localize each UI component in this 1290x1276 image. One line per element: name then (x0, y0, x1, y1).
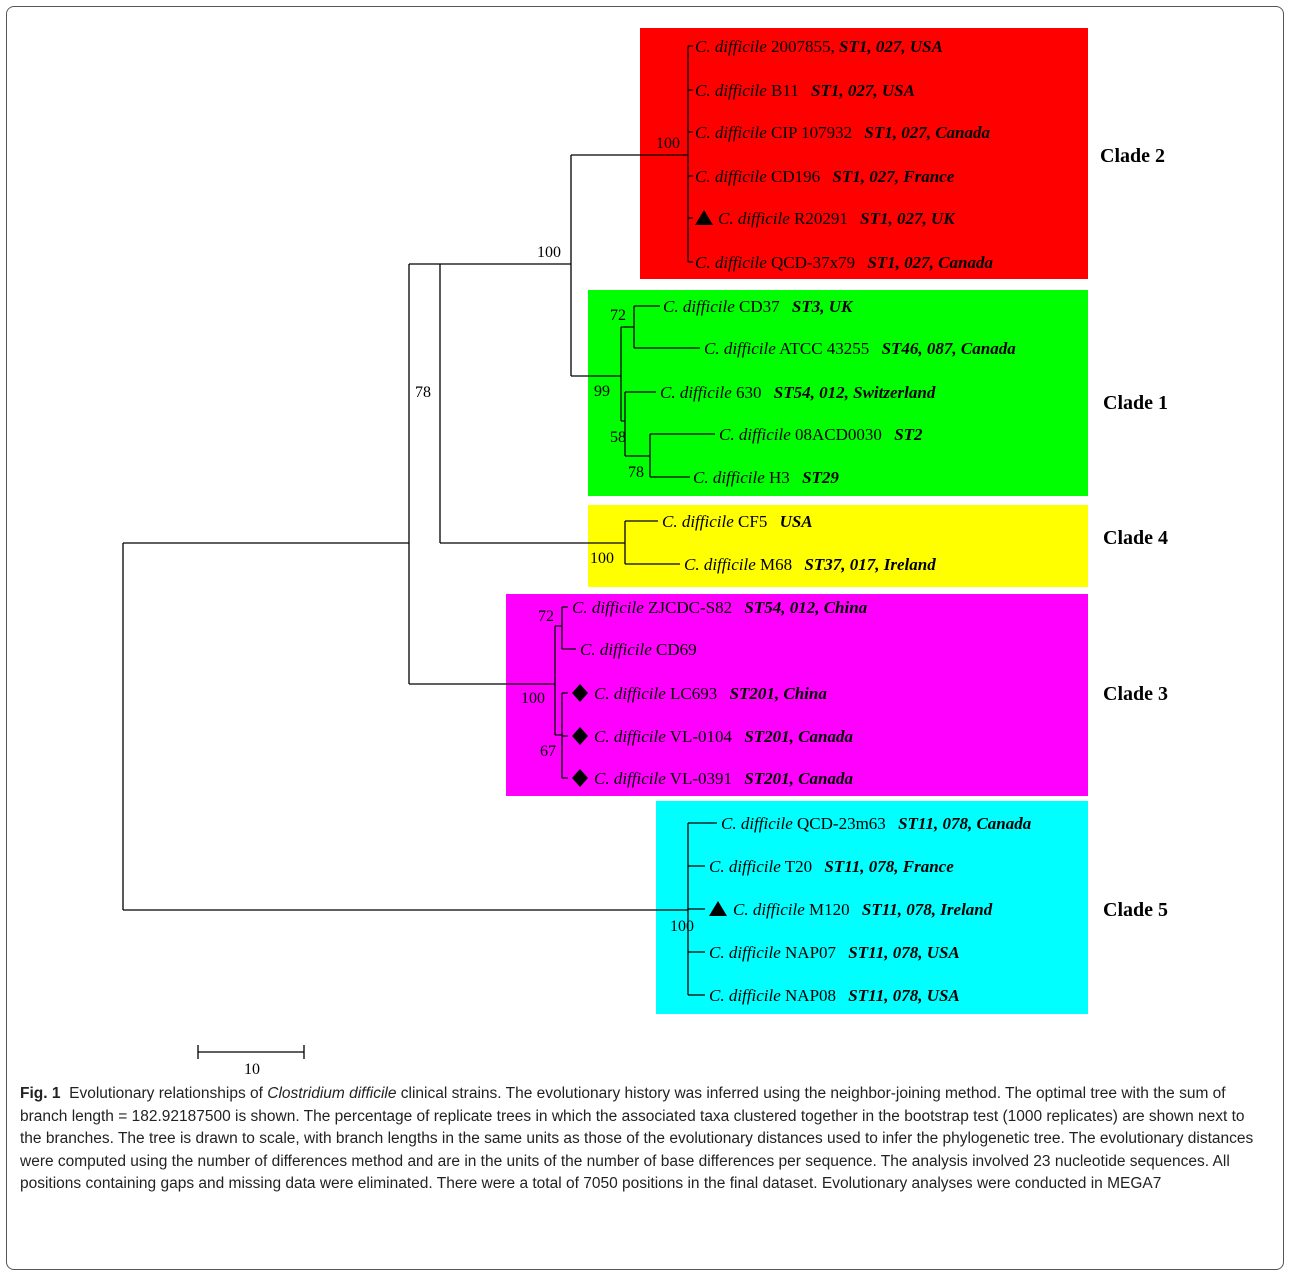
tip-label: C. difficile VL-0391 ST201, Canada (594, 769, 853, 788)
clade-label: Clade 4 (1103, 527, 1168, 549)
branch-node-78 (408, 263, 555, 685)
branch-clade3 (554, 606, 576, 779)
clade-label: Clade 5 (1103, 899, 1168, 921)
triangle-marker-icon (709, 901, 727, 916)
bootstrap-value: 100 (590, 550, 614, 567)
tip-label: C. difficile CF5 USA (662, 512, 813, 531)
caption-species: Clostridium difficile (267, 1085, 397, 1102)
caption-text: Evolutionary relationships of (69, 1085, 263, 1102)
diamond-marker-icon (572, 684, 588, 702)
root-branch (122, 542, 688, 911)
bootstrap-value: 67 (540, 743, 556, 760)
tip-label: C. difficile QCD-23m63 ST11, 078, Canada (721, 814, 1032, 833)
clade5-box (656, 801, 1088, 1014)
bootstrap-value: 100 (521, 690, 545, 707)
scale-bar: 10 (197, 1045, 305, 1078)
branch-clade4 (624, 520, 680, 565)
branch-clade2-clade1 (570, 154, 688, 377)
clade-labels: Clade 2 Clade 1 Clade 4 Clade 3 Clade 5 (1100, 145, 1168, 921)
branch-clade1 (620, 305, 715, 478)
branch-clade2 (687, 45, 693, 263)
bootstrap-value: 99 (594, 383, 610, 400)
tip-label: C. difficile M120 ST11, 078, Ireland (733, 900, 993, 919)
bootstrap-value: 100 (537, 244, 561, 261)
branch-node-100-top (439, 263, 625, 544)
tip-label: C. difficile NAP08 ST11, 078, USA (709, 986, 960, 1005)
tip-label: C. difficile R20291 ST1, 027, UK (718, 209, 956, 228)
bootstrap-value: 58 (610, 429, 626, 446)
tip-label: C. difficile ATCC 43255 ST46, 087, Canad… (704, 339, 1016, 358)
branch-clade5 (687, 822, 717, 996)
tip-label: C. difficile LC693 ST201, China (594, 684, 827, 703)
tip-label: C. difficile 2007855, ST1, 027, USA (695, 37, 943, 56)
clade3-box (506, 594, 1088, 796)
bootstrap-value: 78 (628, 464, 644, 481)
figure-caption: Fig. 1 Evolutionary relationships of Clo… (20, 1083, 1255, 1196)
clade-label: Clade 3 (1103, 683, 1168, 705)
tip-label: C. difficile NAP07 ST11, 078, USA (709, 943, 960, 962)
bootstrap-value: 78 (415, 384, 431, 401)
tip-label: C. difficile QCD-37x79 ST1, 027, Canada (695, 253, 993, 272)
diamond-marker-icon (572, 727, 588, 745)
diamond-marker-icon (572, 769, 588, 787)
clade1-box (588, 290, 1088, 496)
scale-bar-label: 10 (244, 1061, 260, 1078)
clade2-box (640, 28, 1088, 279)
tip-label: C. difficile CD69 (580, 640, 697, 659)
tip-label: C. difficile ZJCDC-S82 ST54, 012, China (572, 598, 868, 617)
tip-label: C. difficile M68 ST37, 017, Ireland (684, 555, 936, 574)
clade-label: Clade 1 (1103, 392, 1168, 414)
triangle-marker-icon (695, 210, 713, 225)
tip-label: C. difficile CIP 107932 ST1, 027, Canada (695, 123, 990, 142)
clade4-box (588, 505, 1088, 587)
caption-text: clinical strains. The evolutionary histo… (20, 1085, 1254, 1192)
figure-label: Fig. 1 (20, 1085, 61, 1102)
tip-label: C. difficile CD196 ST1, 027, France (695, 167, 955, 186)
tip-label: C. difficile T20 ST11, 078, France (709, 857, 954, 876)
clade-boxes (506, 28, 1088, 1014)
clade-label: Clade 2 (1100, 145, 1165, 167)
bootstrap-value: 72 (610, 307, 626, 324)
tip-label: C. difficile 08ACD0030 ST2 (719, 425, 923, 444)
bootstrap-value: 100 (656, 135, 680, 152)
phylogenetic-tree: C. difficile 2007855, ST1, 027, USA C. d… (122, 28, 1168, 1078)
markers (572, 210, 727, 916)
tip-label: C. difficile B11 ST1, 027, USA (695, 81, 915, 100)
tip-label: C. difficile 630 ST54, 012, Switzerland (660, 383, 936, 402)
tip-label: C. difficile VL-0104 ST201, Canada (594, 727, 853, 746)
bootstrap-value: 72 (538, 608, 554, 625)
bootstrap-value: 100 (670, 918, 694, 935)
tip-label: C. difficile H3 ST29 (693, 468, 839, 487)
bootstrap-labels: 100 100 78 72 99 58 78 100 72 100 67 100 (415, 135, 694, 935)
tip-label: C. difficile CD37 ST3, UK (663, 297, 854, 316)
tip-labels: C. difficile 2007855, ST1, 027, USA C. d… (572, 37, 1032, 1005)
tree-branches (122, 45, 717, 996)
